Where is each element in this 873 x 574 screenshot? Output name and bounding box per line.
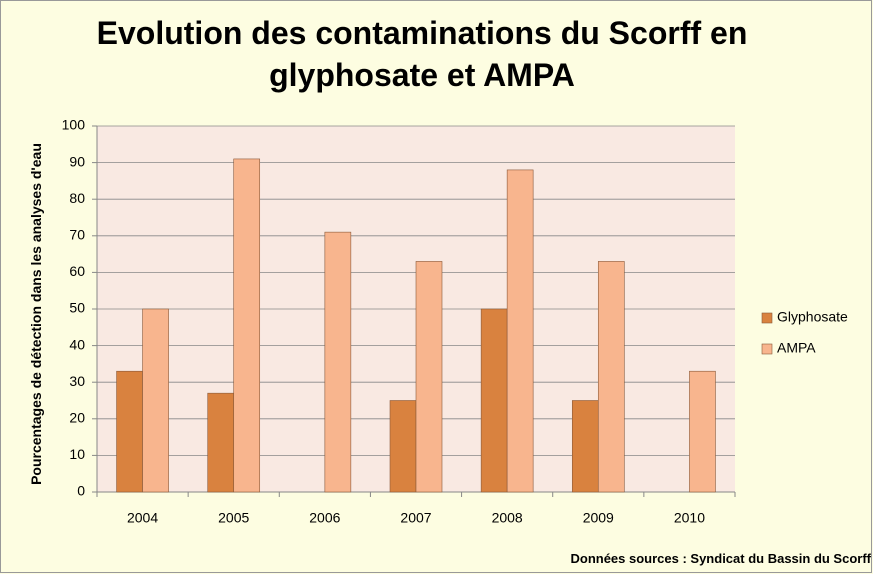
- y-tick-label: 10: [69, 446, 85, 462]
- legend-swatch: [761, 312, 773, 324]
- legend-label: Glyphosate: [777, 309, 848, 325]
- bar: [506, 169, 534, 493]
- bar: [571, 400, 599, 493]
- bar: [597, 261, 625, 493]
- y-tick-label: 70: [69, 227, 85, 243]
- x-tick-label: 2008: [492, 510, 523, 526]
- y-tick-label: 30: [69, 373, 85, 389]
- y-tick-label: 80: [69, 190, 85, 206]
- bar: [415, 261, 443, 493]
- bar: [207, 392, 235, 493]
- x-tick-label: 2005: [218, 510, 249, 526]
- y-tick-label: 20: [69, 410, 85, 426]
- bar: [142, 308, 169, 493]
- y-tick-label: 100: [62, 117, 86, 133]
- y-tick-label: 0: [77, 483, 85, 499]
- bar: [480, 308, 508, 493]
- x-tick-label: 2010: [674, 510, 705, 526]
- bar: [324, 231, 352, 493]
- legend-label: AMPA: [777, 340, 816, 356]
- bar: [689, 370, 716, 493]
- y-tick-label: 50: [69, 300, 85, 316]
- y-tick-label: 60: [69, 263, 85, 279]
- x-tick-label: 2004: [127, 510, 158, 526]
- bar: [389, 400, 417, 493]
- source-note: Données sources : Syndicat du Bassin du …: [570, 551, 871, 566]
- chart-title: Evolution des contaminations du Scorff e…: [96, 15, 748, 93]
- bar: [116, 370, 143, 493]
- y-tick-label: 90: [69, 153, 85, 169]
- bar: [233, 158, 261, 493]
- legend-swatch: [761, 343, 773, 355]
- x-tick-label: 2007: [400, 510, 431, 526]
- y-axis-label: Pourcentages de détection dans les analy…: [28, 143, 44, 485]
- y-tick-label: 40: [69, 336, 85, 352]
- x-tick-label: 2009: [583, 510, 614, 526]
- x-tick-label: 2006: [309, 510, 340, 526]
